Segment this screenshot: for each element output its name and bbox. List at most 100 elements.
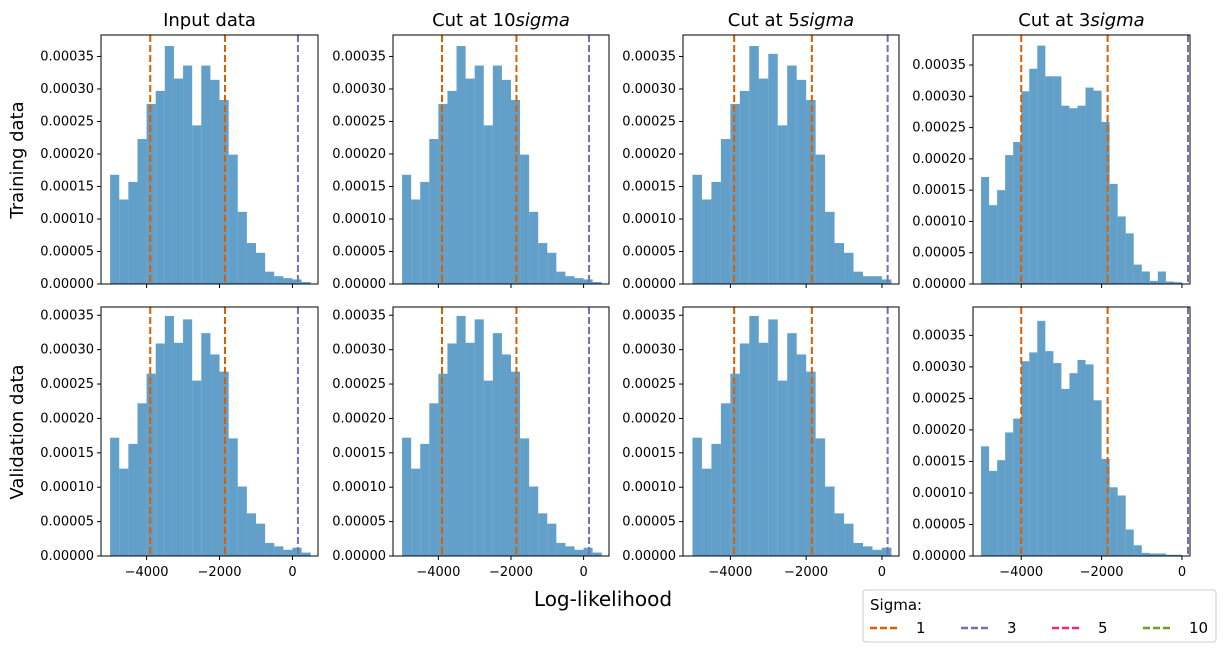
histogram-bar bbox=[834, 513, 845, 556]
histogram-bar bbox=[201, 333, 211, 556]
histogram-bar bbox=[411, 199, 421, 284]
histogram-bar bbox=[465, 342, 475, 556]
histogram-bar bbox=[402, 174, 412, 284]
histogram-bar bbox=[730, 373, 740, 556]
histogram-bar bbox=[853, 542, 863, 556]
histogram-bar bbox=[201, 65, 211, 284]
histogram-bar bbox=[483, 380, 493, 556]
y-tick-label: 0.00020 bbox=[332, 411, 386, 426]
histogram-panel-5: 0.00000 0.00005 0.00010 0.00015 0.00020 0.000… bbox=[40, 306, 319, 580]
axes-frame bbox=[972, 34, 1191, 285]
histogram-bars bbox=[981, 45, 1182, 285]
histogram-bar bbox=[146, 103, 156, 284]
y-tick-label: 0.00005 bbox=[912, 517, 966, 532]
histogram-bar bbox=[110, 437, 120, 556]
y-tick-label: 0.00000 bbox=[912, 549, 966, 564]
histogram-bar bbox=[529, 486, 539, 556]
row-label-validation: Validation data bbox=[7, 364, 28, 499]
legend: Sigma: 1 3 5 10 bbox=[862, 589, 1217, 643]
histogram-bar bbox=[447, 90, 457, 284]
histogram-bar bbox=[768, 53, 778, 284]
y-tick-label: 0.00030 bbox=[912, 360, 966, 375]
histogram-bar bbox=[128, 181, 138, 284]
histogram-bar bbox=[447, 343, 457, 556]
histogram-bar bbox=[1133, 264, 1142, 284]
histogram-bar bbox=[520, 438, 530, 556]
histogram-bar bbox=[592, 552, 602, 556]
axes-frame bbox=[392, 306, 610, 557]
axes-frame bbox=[682, 34, 900, 285]
panel-title: Cut at 5sigma bbox=[728, 10, 854, 31]
histogram-bar bbox=[219, 100, 229, 284]
histogram-bar bbox=[1005, 155, 1014, 284]
y-tick-label: 0.00000 bbox=[40, 277, 94, 292]
histogram-bar bbox=[749, 315, 759, 556]
histogram-bar bbox=[556, 271, 566, 284]
histogram-bar bbox=[1077, 359, 1086, 556]
y-tick-label: 0.00015 bbox=[40, 446, 94, 461]
y-tick-label: 0.00020 bbox=[622, 147, 676, 162]
y-tick-label: 0.00015 bbox=[332, 179, 386, 194]
histogram-bar bbox=[1069, 108, 1078, 285]
histogram-bar bbox=[183, 319, 193, 556]
histogram-bars bbox=[692, 315, 892, 556]
histogram-bar bbox=[155, 343, 165, 556]
histogram-bar bbox=[1125, 233, 1134, 284]
axes-frame bbox=[100, 306, 319, 557]
histogram-bar bbox=[1141, 271, 1150, 284]
x-tick-label: −4000 bbox=[708, 565, 752, 580]
histogram-bar bbox=[1165, 554, 1174, 556]
histogram-bar bbox=[110, 174, 120, 284]
y-tick-label: 0.00020 bbox=[40, 147, 94, 162]
histogram-panel-4: 0.00000 0.00005 0.00010 0.00015 0.00020 0.000… bbox=[912, 10, 1191, 292]
histogram-bar bbox=[981, 446, 990, 556]
histogram-bar bbox=[283, 549, 293, 556]
y-tick-label: 0.00010 bbox=[40, 480, 94, 495]
histogram-bar bbox=[853, 271, 863, 284]
histogram-bar bbox=[1109, 183, 1118, 284]
y-tick-label: 0.00030 bbox=[40, 82, 94, 97]
y-tick-label: 0.00005 bbox=[332, 515, 386, 530]
histogram-bar bbox=[474, 65, 484, 284]
histogram-bar bbox=[749, 46, 759, 285]
histogram-bar bbox=[997, 190, 1006, 284]
histogram-bar bbox=[210, 79, 220, 284]
panel-title: Input data bbox=[163, 10, 256, 31]
histogram-bar bbox=[1165, 281, 1174, 284]
histogram-bar bbox=[492, 65, 502, 284]
y-tick-label: 0.00010 bbox=[332, 480, 386, 495]
histogram-bar bbox=[556, 542, 566, 556]
y-tick-label: 0.00000 bbox=[622, 549, 676, 564]
y-tick-label: 0.00010 bbox=[622, 480, 676, 495]
histogram-bar bbox=[237, 211, 247, 284]
y-tick-label: 0.00035 bbox=[332, 49, 386, 64]
histogram-bar bbox=[210, 354, 220, 556]
x-tick-label: −4000 bbox=[416, 565, 460, 580]
y-tick-label: 0.00020 bbox=[332, 147, 386, 162]
histogram-bar bbox=[1053, 363, 1062, 556]
histogram-bar bbox=[777, 380, 788, 556]
y-tick-label: 0.00035 bbox=[622, 308, 676, 323]
y-tick-label: 0.00010 bbox=[332, 212, 386, 227]
panel-title-text: Cut at 10 bbox=[432, 10, 515, 31]
axes-frame bbox=[100, 34, 319, 285]
histogram-bar bbox=[815, 154, 826, 284]
histogram-bars bbox=[402, 315, 602, 556]
histogram-bar bbox=[692, 437, 702, 556]
histogram-bar bbox=[265, 271, 275, 284]
legend-label-sigma-1: 1 bbox=[916, 619, 926, 637]
histogram-bar bbox=[565, 276, 575, 284]
histogram-bar bbox=[529, 211, 539, 284]
histogram-bar bbox=[1133, 545, 1142, 556]
y-tick-label: 0.00035 bbox=[40, 49, 94, 64]
x-tick-label: −2000 bbox=[784, 565, 828, 580]
histogram-bar bbox=[844, 252, 854, 284]
histogram-bar bbox=[1061, 388, 1070, 556]
panel-title-text: Cut at 3 bbox=[1018, 10, 1090, 31]
histogram-bar bbox=[863, 546, 873, 556]
legend-frame bbox=[862, 589, 1217, 643]
histogram-bar bbox=[720, 403, 731, 556]
x-tick-label: 0 bbox=[288, 565, 296, 580]
histogram-bar bbox=[237, 486, 247, 556]
